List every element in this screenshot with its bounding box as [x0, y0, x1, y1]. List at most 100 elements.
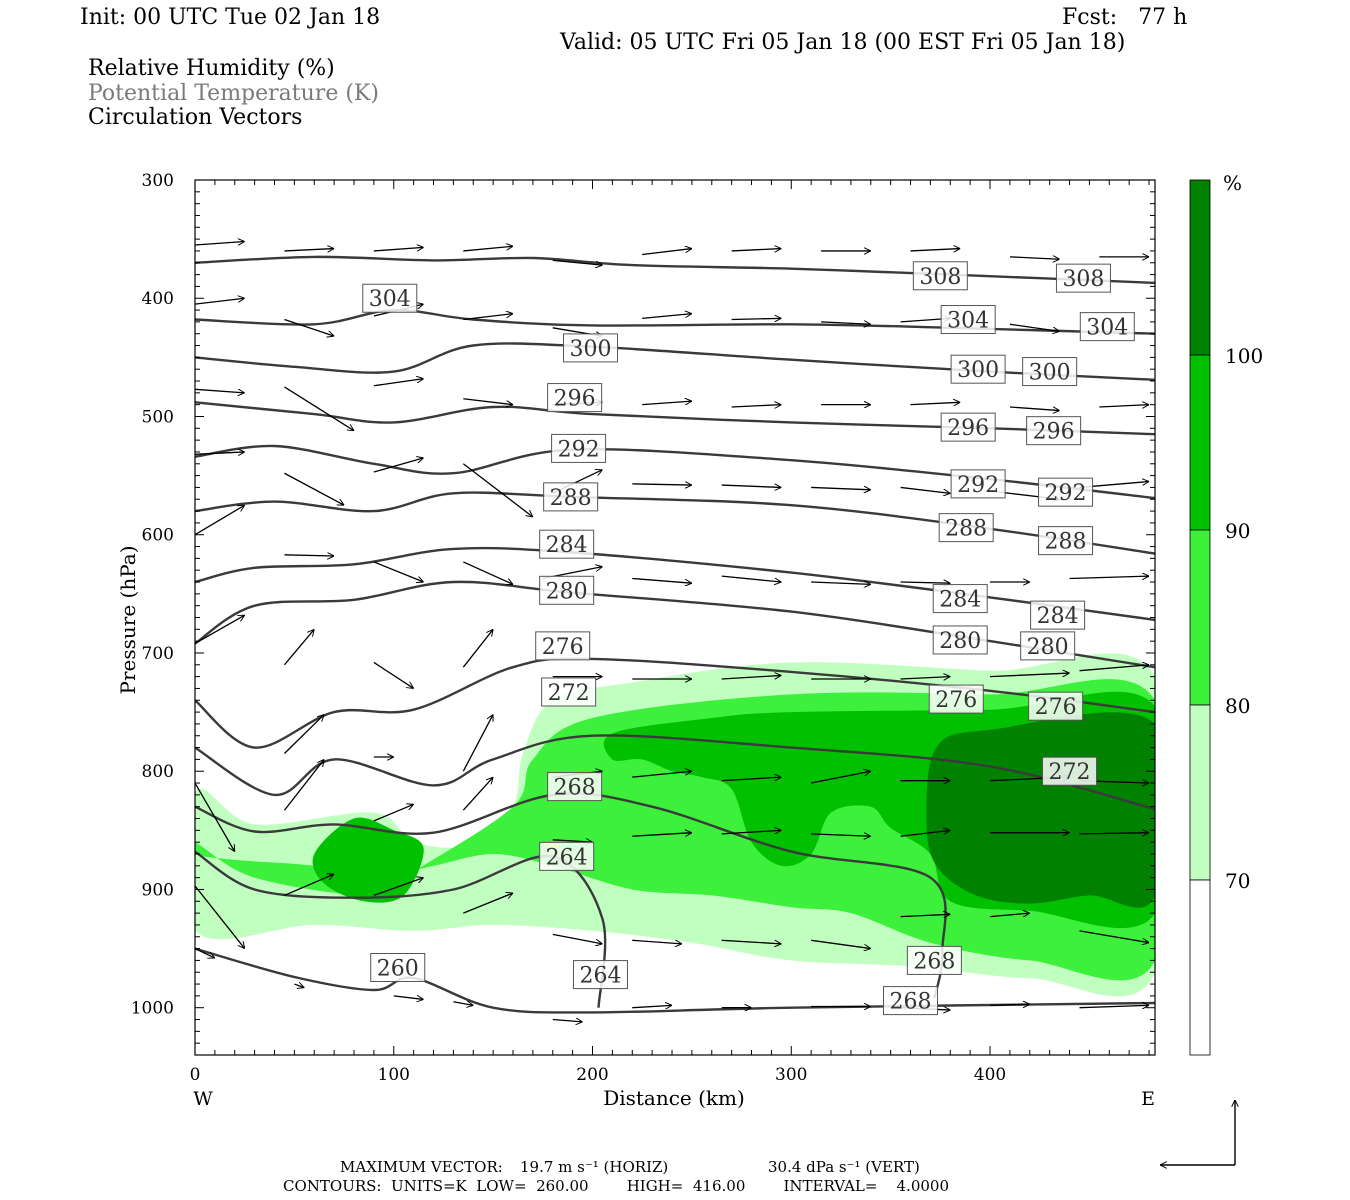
max-vector-vert: 30.4 dPa s⁻¹ (VERT) — [768, 1158, 920, 1176]
contour-label-box — [572, 960, 628, 990]
circulation-vector — [283, 759, 324, 811]
contour-label: 304 — [1079, 312, 1135, 342]
valid-time: Valid: 05 UTC Fri 05 Jan 18 (00 EST Fri … — [560, 30, 1126, 55]
circulation-vector — [373, 661, 414, 688]
theta-contour-272 — [195, 734, 1155, 811]
x-tick-label: 400 — [974, 1065, 1006, 1085]
circulation-vector — [284, 555, 334, 556]
circulation-vector — [1079, 833, 1149, 834]
contour-label-box — [547, 772, 603, 802]
max-vector-horiz: 19.7 m s⁻¹ (HORIZ) — [520, 1158, 669, 1176]
contour-label: 296 — [940, 412, 996, 442]
vector-layer — [194, 241, 1150, 1021]
circulation-vector — [462, 463, 533, 517]
circulation-vector — [731, 249, 782, 251]
circulation-vector — [721, 777, 782, 782]
contour-label-text: 284 — [939, 588, 981, 613]
contour-label: 284 — [1030, 600, 1086, 630]
circulation-vector — [373, 804, 414, 822]
contour-label-text: 272 — [548, 681, 590, 706]
init-time: Init: 00 UTC Tue 02 Jan 18 — [80, 5, 381, 30]
circulation-vector — [642, 314, 692, 319]
circulation-vector — [642, 249, 692, 256]
circulation-vector — [462, 777, 493, 811]
colorbar-segment — [1189, 179, 1211, 356]
circulation-vector — [632, 1005, 672, 1007]
contour-label: 280 — [1020, 631, 1076, 661]
contour-label: 284 — [932, 584, 988, 614]
circulation-vector — [632, 577, 692, 583]
contour-label: 300 — [950, 354, 1006, 384]
contour-label-text: 276 — [542, 635, 584, 660]
contour-label-box — [547, 383, 603, 413]
contour-label-box — [950, 354, 1006, 384]
max-vector-label: MAXIMUM VECTOR: — [340, 1158, 503, 1176]
contour-label-text: 284 — [546, 533, 588, 558]
contour-label: 268 — [883, 986, 939, 1016]
contour-label-text: 268 — [890, 990, 932, 1015]
circulation-vector — [721, 575, 782, 582]
contour-label-text: 292 — [558, 437, 600, 462]
contour-label: 296 — [547, 383, 603, 413]
contour-label-text: 268 — [554, 776, 596, 801]
contour-label-box — [1026, 416, 1082, 446]
circulation-vector — [1079, 1005, 1149, 1007]
x-tick-label: 300 — [775, 1065, 807, 1085]
circulation-vector — [731, 405, 782, 407]
forecast-hour: Fcst: 77 h — [1062, 5, 1188, 30]
circulation-vector — [1099, 405, 1149, 407]
circulation-vector — [453, 1002, 473, 1006]
circulation-vector — [393, 996, 424, 1000]
contour-label-box — [539, 575, 595, 605]
axes: 300 400 500 600 700 800 900 1000 0 100 200 300 400 W E… — [116, 171, 1155, 1110]
theta-contour-300 — [195, 342, 1155, 381]
circulation-vector — [910, 402, 961, 404]
colorbar-tick-label: 80 — [1225, 694, 1250, 718]
rh-region-100-4 — [926, 712, 1155, 908]
colorbar-segment — [1189, 879, 1211, 1056]
contour-label-box — [1042, 756, 1098, 786]
contour-label: 304 — [940, 305, 996, 335]
colorbar-segment — [1189, 704, 1211, 881]
contour-label-box — [1028, 691, 1084, 721]
contour-label: 264 — [572, 960, 628, 990]
contour-label-text: 288 — [550, 486, 592, 511]
circulation-vector — [552, 840, 593, 842]
circulation-vector — [283, 714, 324, 754]
circulation-vector — [463, 561, 513, 584]
y-tick-label: 300 — [142, 171, 174, 191]
contour-label-text: 280 — [1027, 635, 1069, 660]
circulation-vector — [463, 246, 513, 252]
circulation-vector — [1079, 930, 1149, 943]
circulation-vector — [463, 398, 513, 405]
contour-label-box — [928, 684, 984, 714]
contour-label: 292 — [1038, 477, 1094, 507]
contour-label: 300 — [1022, 357, 1078, 387]
contour-label-box — [539, 529, 595, 559]
contour-label-text: 304 — [1086, 316, 1128, 341]
contour-label-text: 264 — [579, 964, 621, 989]
theta-contour-264 — [195, 850, 607, 1008]
humidity-fill-layer — [195, 653, 1155, 997]
contour-label-text: 276 — [1035, 695, 1077, 720]
circulation-vector — [373, 458, 424, 473]
contour-label: 292 — [950, 469, 1006, 499]
circulation-vector — [1079, 665, 1149, 672]
circulation-vector — [811, 582, 871, 584]
theta-contour-284 — [195, 546, 1155, 622]
circulation-vector — [1009, 257, 1060, 259]
circulation-vector — [373, 379, 424, 387]
circulation-vector — [1069, 576, 1150, 578]
theta-contour-268 — [195, 792, 947, 999]
contour-label-box — [1020, 631, 1076, 661]
contour-label: 288 — [1038, 526, 1094, 556]
contour-label-text: 268 — [913, 949, 955, 974]
contour-label-box — [938, 513, 994, 543]
circulation-vector — [900, 914, 951, 916]
contour-label: 276 — [928, 684, 984, 714]
circulation-vector — [821, 322, 871, 324]
y-tick-label: 400 — [142, 289, 174, 309]
circulation-vector — [632, 484, 692, 485]
contour-label-box — [932, 584, 988, 614]
contour-label-text: 296 — [947, 416, 989, 441]
